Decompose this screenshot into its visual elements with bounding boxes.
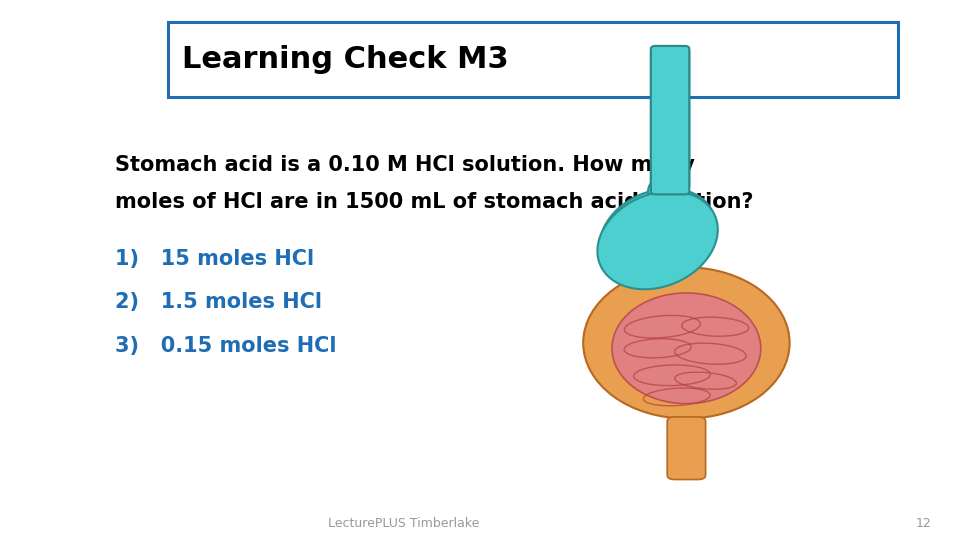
Ellipse shape bbox=[648, 176, 686, 208]
Ellipse shape bbox=[612, 293, 760, 404]
Text: Stomach acid is a 0.10 M HCl solution. How many: Stomach acid is a 0.10 M HCl solution. H… bbox=[115, 154, 695, 175]
FancyBboxPatch shape bbox=[168, 22, 898, 97]
FancyBboxPatch shape bbox=[667, 417, 706, 480]
Text: 3)   0.15 moles HCl: 3) 0.15 moles HCl bbox=[115, 335, 337, 356]
Ellipse shape bbox=[654, 186, 681, 208]
Ellipse shape bbox=[600, 188, 715, 281]
Text: moles of HCl are in 1500 mL of stomach acid solution?: moles of HCl are in 1500 mL of stomach a… bbox=[115, 192, 754, 213]
Text: 12: 12 bbox=[916, 517, 931, 530]
Text: Learning Check M3: Learning Check M3 bbox=[182, 45, 509, 74]
Text: 2)   1.5 moles HCl: 2) 1.5 moles HCl bbox=[115, 292, 323, 313]
FancyBboxPatch shape bbox=[651, 49, 689, 189]
Text: LecturePLUS Timberlake: LecturePLUS Timberlake bbox=[327, 517, 479, 530]
Ellipse shape bbox=[597, 191, 718, 289]
FancyBboxPatch shape bbox=[651, 46, 689, 194]
PathPatch shape bbox=[658, 54, 686, 189]
Ellipse shape bbox=[583, 267, 789, 418]
Text: 1)   15 moles HCl: 1) 15 moles HCl bbox=[115, 249, 314, 269]
